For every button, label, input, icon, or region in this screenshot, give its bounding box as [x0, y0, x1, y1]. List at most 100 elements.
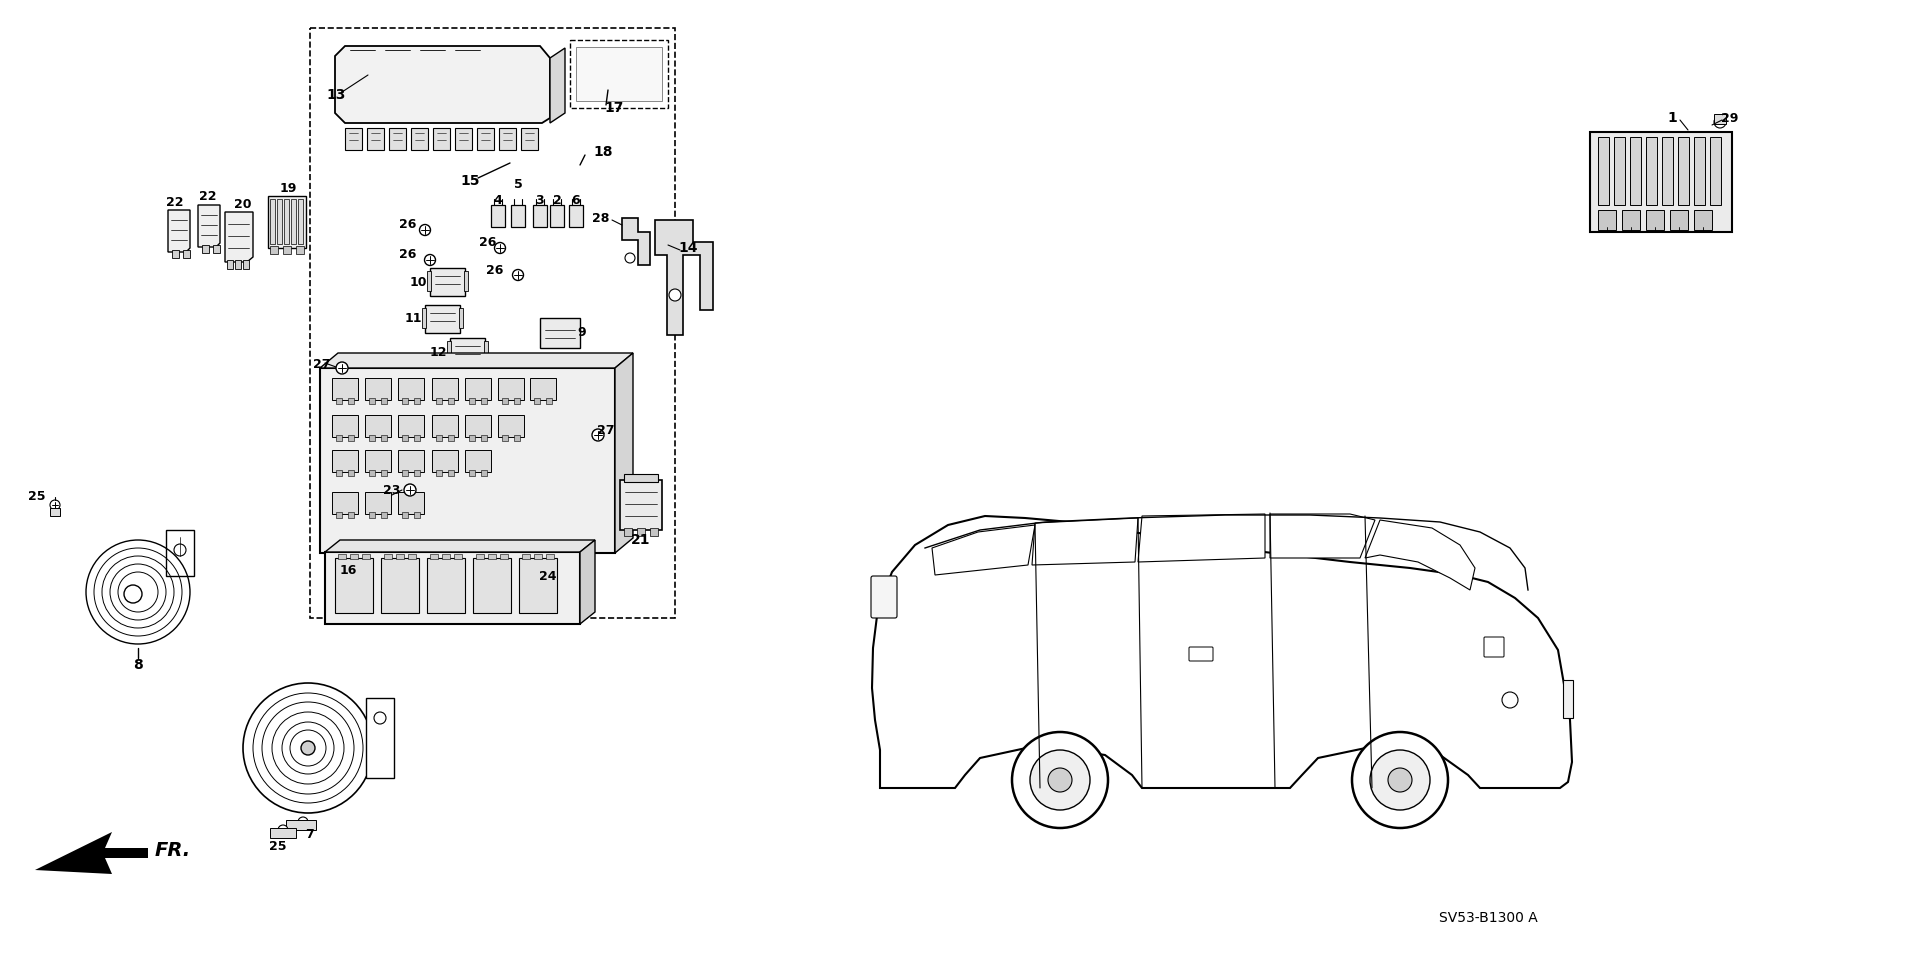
Bar	[515, 435, 520, 441]
Text: 25: 25	[29, 490, 46, 503]
Bar	[1678, 137, 1690, 205]
Circle shape	[336, 362, 348, 374]
Bar	[1597, 210, 1617, 230]
Bar	[348, 398, 353, 404]
Bar	[397, 450, 424, 472]
Bar	[338, 554, 346, 559]
Bar	[348, 512, 353, 518]
Polygon shape	[1139, 514, 1265, 562]
Bar	[476, 128, 493, 150]
Bar	[436, 435, 442, 441]
Bar	[1693, 137, 1705, 205]
Bar	[545, 398, 553, 404]
Bar	[401, 512, 407, 518]
Bar	[298, 199, 303, 244]
Bar	[369, 470, 374, 476]
Circle shape	[298, 817, 307, 827]
Bar	[365, 450, 392, 472]
Bar	[468, 398, 474, 404]
Bar	[284, 199, 290, 244]
Circle shape	[278, 825, 288, 835]
Bar	[465, 415, 492, 437]
Bar	[234, 260, 242, 269]
Text: 1: 1	[1667, 111, 1676, 125]
Circle shape	[50, 500, 60, 510]
Bar	[568, 205, 584, 227]
Bar	[576, 47, 662, 101]
Polygon shape	[1365, 520, 1475, 590]
Text: 17: 17	[605, 101, 624, 115]
Bar	[465, 450, 492, 472]
Bar	[390, 128, 405, 150]
Text: 26: 26	[486, 264, 503, 276]
Bar	[482, 435, 488, 441]
Circle shape	[1012, 732, 1108, 828]
Bar	[482, 470, 488, 476]
Bar	[415, 435, 420, 441]
Bar	[401, 470, 407, 476]
Bar	[499, 554, 509, 559]
Bar	[336, 398, 342, 404]
Bar	[324, 552, 580, 624]
Circle shape	[175, 544, 186, 556]
Text: 3: 3	[536, 194, 543, 206]
Text: 26: 26	[480, 236, 497, 248]
Text: 27: 27	[313, 359, 330, 371]
Bar	[468, 435, 474, 441]
Bar	[1563, 680, 1572, 718]
Bar	[380, 470, 388, 476]
Bar	[292, 199, 296, 244]
Bar	[651, 528, 659, 536]
Bar	[426, 558, 465, 613]
Bar	[332, 415, 357, 437]
Circle shape	[1501, 692, 1519, 708]
Bar	[173, 250, 179, 258]
Bar	[1630, 137, 1642, 205]
Bar	[472, 558, 511, 613]
Text: 14: 14	[678, 241, 697, 255]
Circle shape	[1371, 750, 1430, 810]
Text: 9: 9	[578, 325, 586, 339]
Circle shape	[125, 585, 142, 603]
Bar	[434, 128, 449, 150]
Text: 18: 18	[593, 145, 612, 159]
Text: 11: 11	[405, 313, 422, 325]
Bar	[165, 530, 194, 576]
Bar	[363, 554, 371, 559]
Bar	[380, 512, 388, 518]
Text: 8: 8	[132, 658, 142, 672]
Bar	[465, 271, 468, 291]
FancyBboxPatch shape	[620, 480, 662, 530]
Circle shape	[403, 484, 417, 496]
Bar	[365, 378, 392, 400]
Bar	[213, 245, 221, 253]
FancyBboxPatch shape	[540, 318, 580, 348]
Bar	[407, 554, 417, 559]
Polygon shape	[334, 46, 549, 123]
Polygon shape	[580, 540, 595, 624]
Bar	[282, 246, 292, 254]
Bar	[436, 398, 442, 404]
Text: FR.: FR.	[156, 841, 192, 860]
Text: 26: 26	[399, 219, 417, 231]
Text: 23: 23	[384, 483, 401, 497]
Bar	[492, 205, 505, 227]
Bar	[482, 398, 488, 404]
Bar	[534, 398, 540, 404]
FancyBboxPatch shape	[872, 576, 897, 618]
Polygon shape	[549, 48, 564, 123]
Bar	[432, 378, 459, 400]
Bar	[522, 554, 530, 559]
Bar	[501, 435, 509, 441]
Circle shape	[419, 224, 430, 236]
Bar	[365, 492, 392, 514]
Bar	[365, 415, 392, 437]
Circle shape	[374, 712, 386, 724]
Text: 28: 28	[591, 212, 611, 224]
Polygon shape	[872, 516, 1572, 788]
Circle shape	[1388, 768, 1411, 792]
Text: 19: 19	[278, 182, 298, 196]
Bar	[369, 435, 374, 441]
Text: 2: 2	[553, 194, 561, 206]
Bar	[637, 528, 645, 536]
